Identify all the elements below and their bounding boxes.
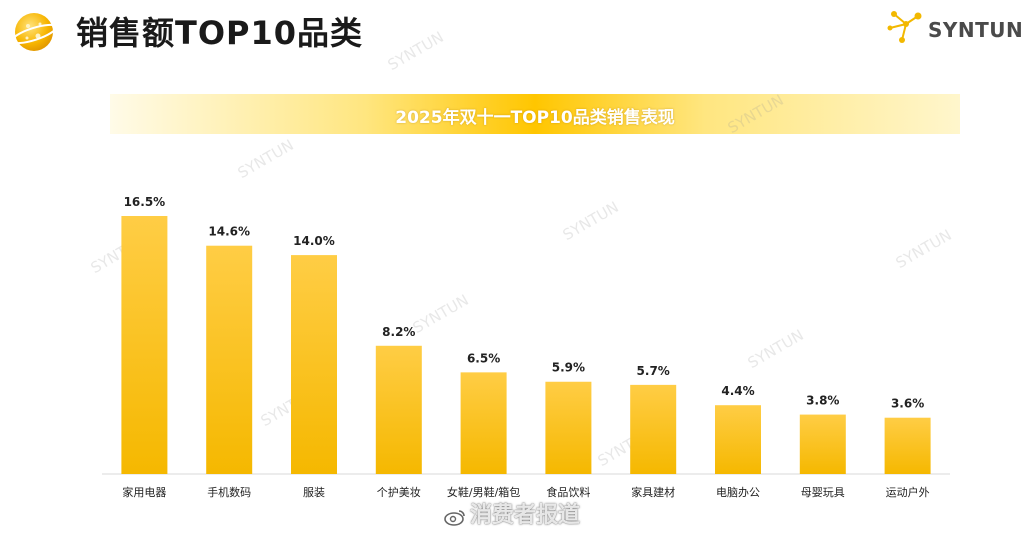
planet-logo-icon (10, 6, 58, 54)
bar-value-label: 3.6% (891, 397, 924, 411)
bar (206, 245, 253, 474)
category-label: 家用电器 (122, 485, 166, 499)
bar-value-label: 5.7% (637, 364, 670, 378)
bar-value-label: 6.5% (467, 351, 500, 365)
bar (799, 414, 846, 474)
bar-value-label: 5.9% (552, 361, 585, 375)
bar-value-label: 14.0% (293, 234, 335, 248)
category-label: 食品饮料 (546, 485, 590, 499)
bar (545, 381, 592, 474)
bar-value-label: 4.4% (721, 384, 754, 398)
category-label: 电脑办公 (716, 486, 760, 499)
bar (715, 405, 761, 474)
category-label: 女鞋/男鞋/箱包 (447, 485, 520, 499)
source-name: 消费者报道 (470, 503, 581, 528)
page-title: 销售额TOP10品类 (76, 14, 364, 52)
category-label: 个护美妆 (377, 485, 421, 499)
bar-value-label: 16.5% (124, 195, 166, 209)
brand-name: SYNTUN (928, 18, 1024, 42)
bar (460, 372, 507, 474)
category-label: 服装 (303, 486, 325, 499)
bar (884, 417, 931, 474)
bar (375, 345, 422, 474)
category-label: 手机数码 (207, 485, 251, 499)
chart-title: 2025年双十一TOP10品类销售表现 (395, 108, 675, 128)
bar-value-label: 3.8% (806, 394, 839, 408)
bar-value-label: 14.6% (208, 225, 250, 239)
category-label: 家具建材 (631, 485, 675, 499)
brand-logo: SYNTUN (886, 6, 1023, 46)
source-watermark: 消费者报道 (444, 497, 580, 529)
bar-value-label: 8.2% (382, 325, 415, 339)
bar (291, 255, 337, 474)
chart-banner: 2025年双十一TOP10品类销售表现 (110, 94, 960, 134)
category-label: 运动户外 (886, 485, 930, 499)
weibo-icon (444, 507, 466, 526)
syntun-network-icon (887, 11, 922, 43)
bar (121, 216, 168, 474)
bar (630, 384, 677, 474)
category-label: 母婴玩具 (801, 486, 845, 499)
